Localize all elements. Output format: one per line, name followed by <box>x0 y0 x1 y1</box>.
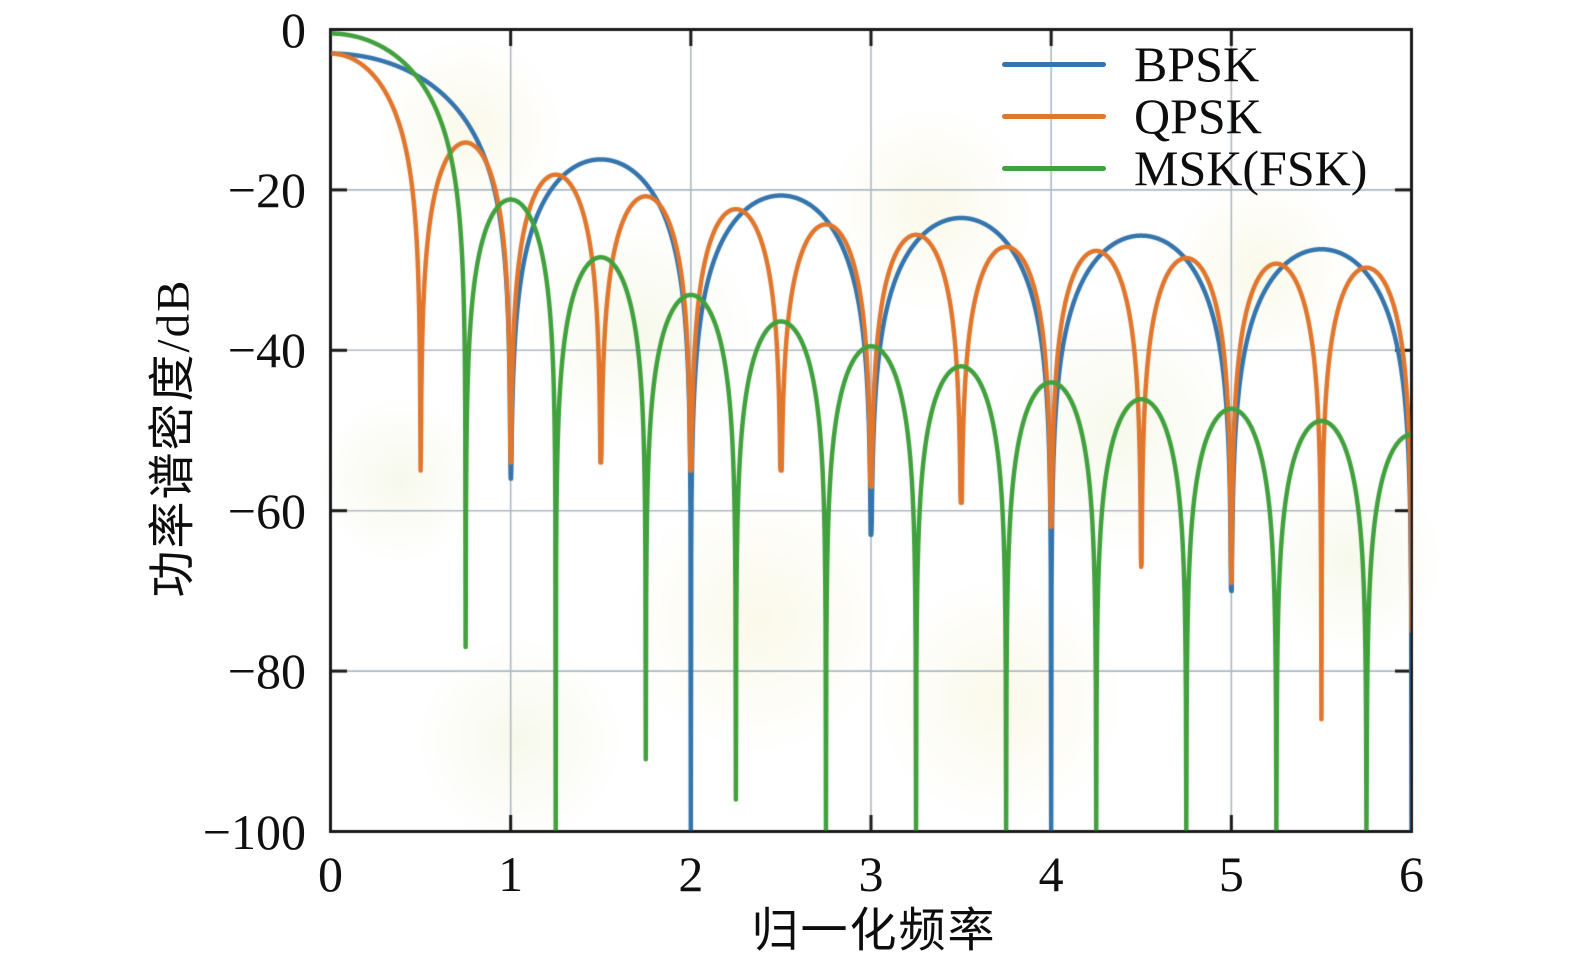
x-tick-label: 0 <box>318 846 343 902</box>
x-tick-label: 5 <box>1218 846 1244 902</box>
y-axis-label: 功率谱密度/dB <box>147 278 200 598</box>
legend-label: BPSK <box>1134 36 1260 92</box>
y-tick-label: −40 <box>227 322 306 379</box>
legend-label: MSK(FSK) <box>1134 140 1368 196</box>
x-tick-label: 2 <box>678 846 704 902</box>
legend-item-msk-fsk-: MSK(FSK) <box>1002 142 1367 194</box>
y-tick-label: −80 <box>227 643 306 700</box>
legend-line-swatch <box>1002 165 1106 171</box>
x-tick-label: 6 <box>1399 846 1424 902</box>
x-tick-label: 1 <box>498 846 524 902</box>
x-tick-label: 4 <box>1038 846 1064 902</box>
legend-item-bpsk: BPSK <box>1002 38 1367 90</box>
legend: BPSK QPSK MSK(FSK) <box>1002 38 1367 194</box>
legend-line-swatch <box>1002 113 1106 119</box>
legend-label: QPSK <box>1134 88 1262 144</box>
x-axis-label: 归一化频率 <box>751 905 997 958</box>
legend-line-swatch <box>1002 61 1106 67</box>
legend-item-qpsk: QPSK <box>1002 90 1367 142</box>
x-tick-label: 3 <box>858 846 884 902</box>
y-tick-label: −100 <box>202 803 306 860</box>
y-tick-label: 0 <box>281 1 306 58</box>
y-tick-label: −20 <box>227 161 306 218</box>
y-tick-label: −60 <box>227 482 306 539</box>
